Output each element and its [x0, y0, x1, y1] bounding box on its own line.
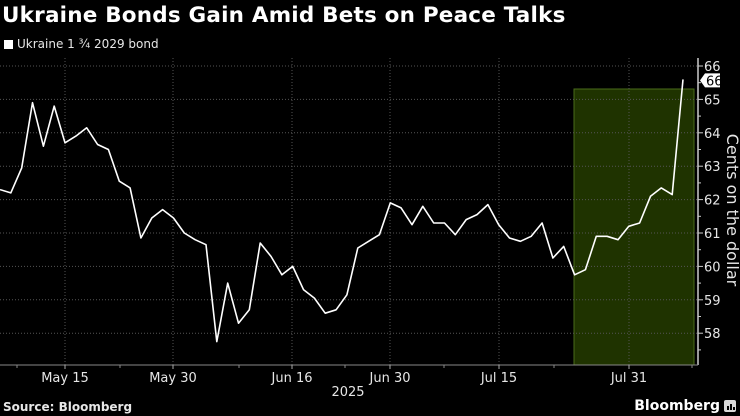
chart-title: Ukraine Bonds Gain Amid Bets on Peace Ta… [2, 3, 566, 28]
y-tick-label: 58 [704, 327, 721, 342]
x-tick-label: Jun 30 [369, 371, 411, 386]
y-tick-label: 62 [704, 194, 721, 209]
y-tick-label: 60 [704, 260, 721, 275]
y-tick-label: 63 [704, 160, 721, 175]
y-tick-label: 59 [704, 294, 721, 309]
brand-logo-text: Bloomberg [634, 398, 720, 414]
x-tick-label: May 30 [149, 371, 197, 386]
y-tick-label: 61 [704, 227, 721, 242]
source-note: Source: Bloomberg [3, 400, 133, 414]
highlight-region [573, 88, 695, 366]
y-tick-label: 64 [704, 127, 721, 142]
x-tick-label: Jul 31 [610, 371, 647, 386]
bloomberg-chart-icon [724, 400, 736, 412]
x-axis-year: 2025 [331, 385, 364, 400]
y-axis-label: Cents on the dollar [723, 134, 740, 287]
x-tick-label: May 15 [41, 371, 89, 386]
y-tick-label: 66 [704, 60, 721, 75]
series-line [0, 79, 684, 343]
legend-label: Ukraine 1 ¾ 2029 bond [17, 37, 159, 51]
legend-swatch-icon [4, 39, 13, 49]
x-tick-label: Jul 15 [480, 371, 517, 386]
x-tick-label: Jun 16 [271, 371, 313, 386]
y-tick-label: 65 [704, 93, 721, 108]
last-value-badge [700, 73, 720, 88]
last-value-label: 66 [706, 74, 723, 89]
legend: Ukraine 1 ¾ 2029 bond [4, 37, 159, 51]
